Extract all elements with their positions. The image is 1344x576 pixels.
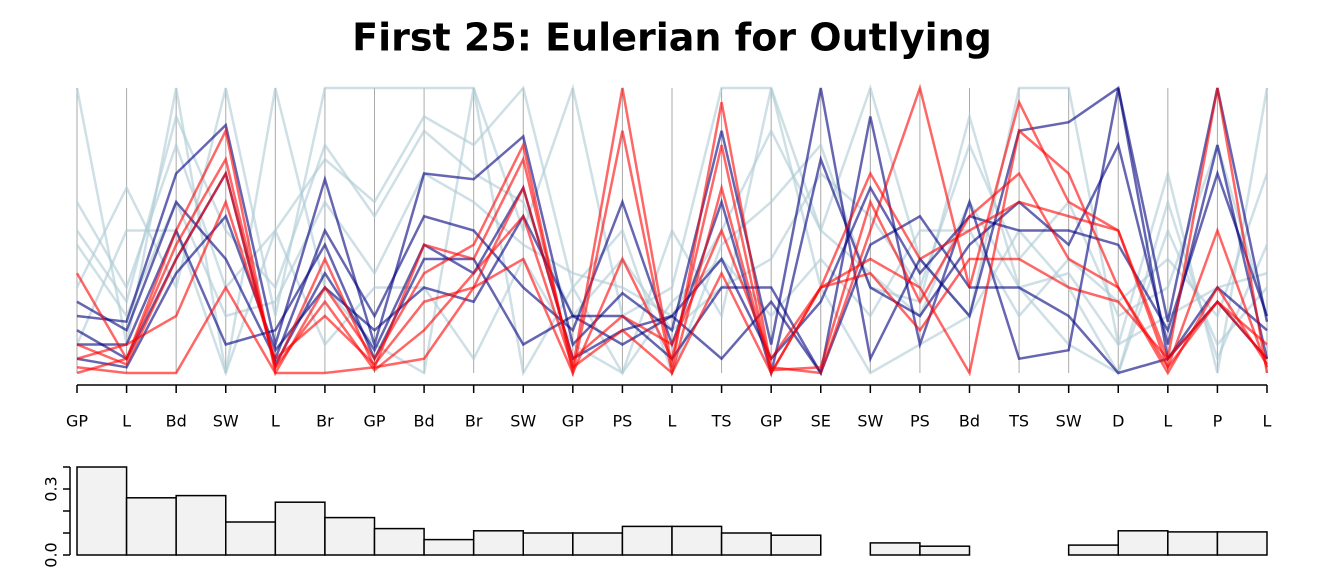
bar [770,534,822,556]
x-tick-label: SE [811,412,831,431]
bar [1067,544,1119,556]
bar [423,538,475,556]
bar [225,521,277,556]
x-tick-label: L [668,412,677,431]
x-tick-label: L [1163,412,1172,431]
x-tick-label: Br [465,412,483,431]
x-tick-label: Bd [414,412,435,431]
x-tick-label: Bd [959,412,980,431]
x-tick-label: GP [363,412,385,431]
y-tick-label: 0.3 [42,476,61,501]
pc-line [76,128,1268,377]
bar [175,494,227,556]
chart-title: First 25: Eulerian for Outlying [352,16,992,60]
x-tick-label: SW [1056,412,1082,431]
x-tick-label: D [1112,412,1124,431]
bar [621,525,673,556]
bar [324,516,376,556]
x-tick-label: Br [316,412,334,431]
bar [1117,530,1169,556]
bar [76,466,128,556]
pc-line [75,83,1269,374]
x-tick-label: PS [910,412,930,431]
x-tick-label: GP [66,412,88,431]
x-tick-label: L [271,412,280,431]
bar [125,497,177,556]
bar [472,530,524,556]
x-tick-label: SW [213,412,239,431]
bar [274,501,326,556]
x-tick-label: TS [711,412,732,431]
bar [522,532,574,556]
bar [373,527,425,556]
bar [671,525,723,556]
x-tick-label: P [1213,412,1223,431]
y-tick-label: 0.0 [42,542,61,567]
pc-line [76,130,1268,378]
x-tick-label: GP [562,412,584,431]
x-tick-label: SW [510,412,536,431]
x-tick-label: Bd [166,412,187,431]
x-tick-label: SW [857,412,883,431]
x-tick-label: PS [613,412,633,431]
bar [1167,531,1219,556]
x-tick-label: GP [760,412,782,431]
bar [869,542,921,556]
bar [720,532,772,556]
bar [919,545,971,556]
x-tick-label: L [1263,412,1272,431]
bar [572,532,624,556]
bar [1216,531,1268,556]
x-tick-label: L [122,412,131,431]
x-tick-label: TS [1008,412,1029,431]
pc-line [76,85,1269,363]
